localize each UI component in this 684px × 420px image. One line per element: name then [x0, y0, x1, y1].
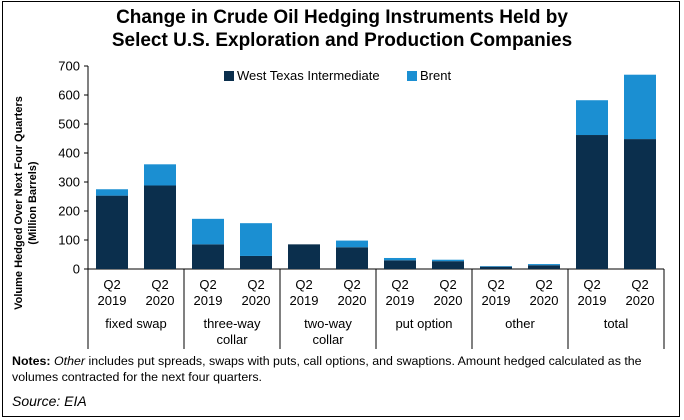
bar-brent — [144, 164, 176, 186]
chart-title-line-1: Change in Crude Oil Hedging Instruments … — [116, 7, 568, 28]
bar-wti — [240, 255, 272, 269]
x-tick-label-year: 2019 — [578, 293, 607, 308]
stacked-bar-chart: 0 100 200 300 400 500 600 700 Volume Hedged Over… — [13, 59, 665, 349]
bar-wti — [480, 266, 512, 269]
y-axis-label-line-2: (Million Barrels) — [27, 161, 39, 244]
legend-swatch-wti — [224, 71, 234, 81]
notes-italic-term: Other — [54, 354, 86, 368]
bar-brent — [192, 218, 224, 245]
bar-brent — [336, 240, 368, 248]
x-tick-label-year: 2020 — [242, 293, 271, 308]
x-tick-label-year: 2020 — [338, 293, 367, 308]
group-label: two-way — [304, 316, 352, 331]
x-tick-label-year: 2020 — [146, 293, 175, 308]
bar-brent — [480, 266, 512, 267]
x-tick-label-quarter: Q2 — [295, 277, 312, 292]
notes-label: Notes: — [12, 354, 51, 368]
group-label: total — [604, 316, 629, 331]
group-label: other — [505, 316, 535, 331]
bar-wti — [336, 247, 368, 269]
y-tick-label: 700 — [58, 59, 80, 74]
bar-brent — [624, 74, 656, 140]
x-tick-label-year: 2019 — [386, 293, 415, 308]
group-label: put option — [395, 316, 452, 331]
chart-notes: Notes: Other includes put spreads, swaps… — [12, 353, 672, 385]
x-tick-label-year: 2019 — [290, 293, 319, 308]
bar-wti — [624, 139, 656, 269]
bar-brent — [96, 189, 128, 196]
x-tick-label-quarter: Q2 — [391, 277, 408, 292]
bar-brent — [528, 264, 560, 266]
x-tick-label-quarter: Q2 — [583, 277, 600, 292]
bar-wti — [528, 265, 560, 269]
bar-wti — [384, 260, 416, 269]
bar-brent — [576, 100, 608, 136]
x-tick-label-quarter: Q2 — [103, 277, 120, 292]
x-tick-label-quarter: Q2 — [199, 277, 216, 292]
legend-label-brent: Brent — [420, 68, 451, 83]
group-label: three-way — [203, 316, 261, 331]
x-tick-label-year: 2019 — [98, 293, 127, 308]
x-tick-label-year: 2019 — [482, 293, 511, 308]
group-label: collar — [312, 332, 344, 347]
x-tick-label-quarter: Q2 — [487, 277, 504, 292]
y-tick-label: 0 — [73, 262, 80, 277]
bar-brent — [432, 259, 464, 262]
x-tick-label-quarter: Q2 — [343, 277, 360, 292]
bar-brent — [240, 223, 272, 256]
chart-title: Change in Crude Oil Hedging Instruments … — [0, 6, 684, 52]
x-tick-label-quarter: Q2 — [247, 277, 264, 292]
legend-swatch-brent — [407, 71, 417, 81]
bar-wti — [576, 135, 608, 269]
bar-brent — [384, 257, 416, 261]
bar-wti — [432, 261, 464, 269]
notes-text: includes put spreads, swaps with puts, c… — [12, 354, 642, 384]
y-tick-label: 500 — [58, 117, 80, 132]
x-tick-label-quarter: Q2 — [631, 277, 648, 292]
y-tick-label: 100 — [58, 233, 80, 248]
chart-title-line-2: Select U.S. Exploration and Production C… — [111, 30, 573, 51]
y-axis-label-line-1: Volume Hedged Over Next Four Quarters — [13, 96, 25, 310]
bar-wti — [96, 195, 128, 269]
group-label: fixed swap — [105, 316, 166, 331]
chart-source: Source: EIA — [12, 393, 87, 409]
bar-wti — [144, 185, 176, 269]
x-tick-label-quarter: Q2 — [439, 277, 456, 292]
y-tick-label: 400 — [58, 146, 80, 161]
x-tick-label-year: 2020 — [626, 293, 655, 308]
x-tick-label-year: 2020 — [434, 293, 463, 308]
x-tick-label-year: 2019 — [194, 293, 223, 308]
y-tick-label: 600 — [58, 88, 80, 103]
bar-wti — [192, 244, 224, 269]
bar-wti — [288, 244, 320, 269]
y-tick-label: 300 — [58, 175, 80, 190]
legend-label-wti: West Texas Intermediate — [237, 68, 380, 83]
y-tick-label: 200 — [58, 204, 80, 219]
x-tick-label-year: 2020 — [530, 293, 559, 308]
group-label: collar — [216, 332, 248, 347]
x-tick-label-quarter: Q2 — [535, 277, 552, 292]
x-tick-label-quarter: Q2 — [151, 277, 168, 292]
